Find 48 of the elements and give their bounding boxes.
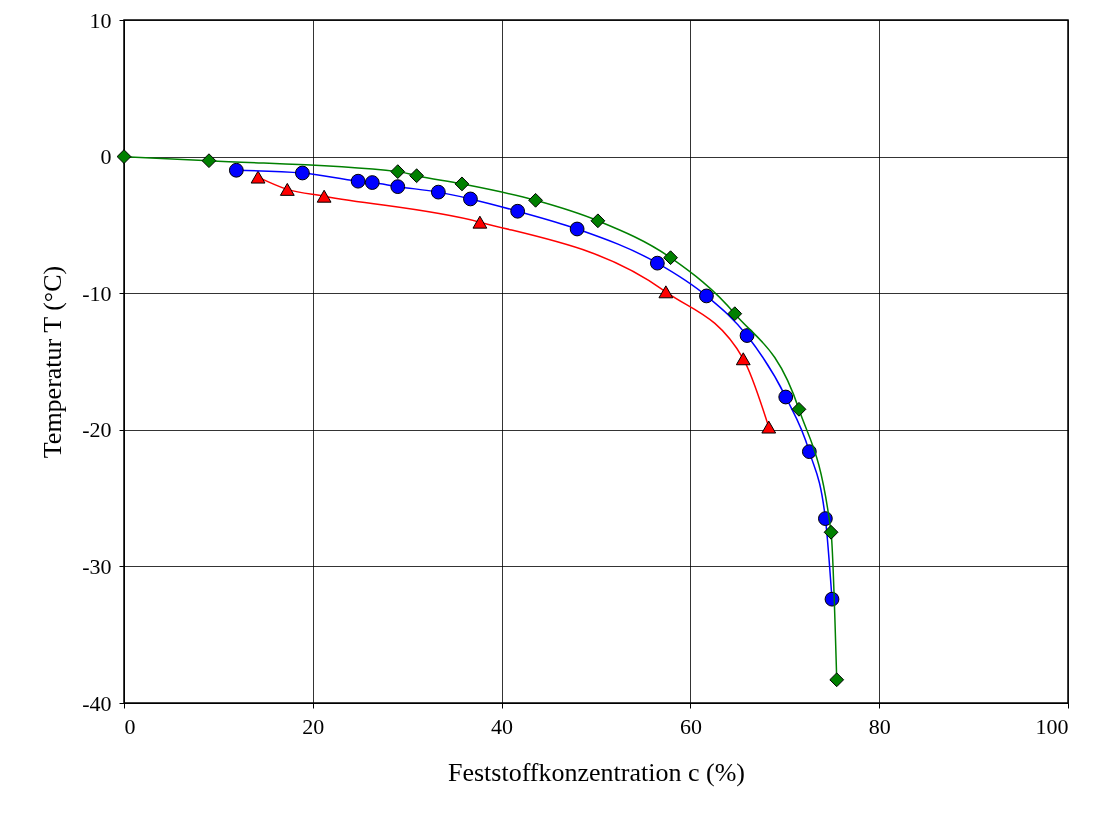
point xyxy=(569,221,585,237)
point xyxy=(510,203,526,219)
point xyxy=(739,328,755,343)
point xyxy=(279,182,295,196)
point xyxy=(472,215,488,229)
point xyxy=(663,250,678,266)
point xyxy=(350,173,366,189)
point xyxy=(454,176,470,192)
x-tick-label: 40 xyxy=(491,713,514,739)
point xyxy=(658,285,674,299)
x-axis-title: Feststoffkonzentration c (%) xyxy=(448,757,745,787)
point xyxy=(801,444,817,460)
point xyxy=(390,164,406,180)
point xyxy=(727,306,743,322)
point xyxy=(201,153,217,169)
point xyxy=(295,165,310,181)
point xyxy=(316,189,332,203)
point xyxy=(761,420,777,434)
point xyxy=(364,175,380,190)
point xyxy=(390,179,406,195)
point xyxy=(590,213,606,229)
point xyxy=(735,352,751,366)
point xyxy=(791,401,807,417)
point xyxy=(649,255,665,271)
y-tick-label: -30 xyxy=(82,553,112,579)
point xyxy=(116,149,132,164)
y-tick-label: -20 xyxy=(82,417,112,443)
point xyxy=(829,672,845,688)
x-tick-label: 20 xyxy=(302,713,325,739)
x-tick-label: 100 xyxy=(1035,713,1069,739)
point xyxy=(823,524,839,540)
x-tick-label: 80 xyxy=(868,713,891,739)
point xyxy=(699,288,714,304)
y-tick-label: 0 xyxy=(100,144,112,170)
point xyxy=(778,389,794,405)
x-tick-label: 60 xyxy=(679,713,702,739)
y-tick-label: -40 xyxy=(82,690,112,716)
point xyxy=(430,184,446,200)
point xyxy=(250,170,266,184)
point xyxy=(818,511,833,526)
point xyxy=(228,162,244,178)
y-tick-label: -10 xyxy=(82,280,112,306)
point xyxy=(528,192,543,208)
y-tick-label: 10 xyxy=(89,7,112,33)
y-axis-title: Temperatur T (°C) xyxy=(38,265,68,459)
point xyxy=(409,168,425,184)
point xyxy=(463,191,478,207)
x-tick-label: 0 xyxy=(124,713,136,739)
